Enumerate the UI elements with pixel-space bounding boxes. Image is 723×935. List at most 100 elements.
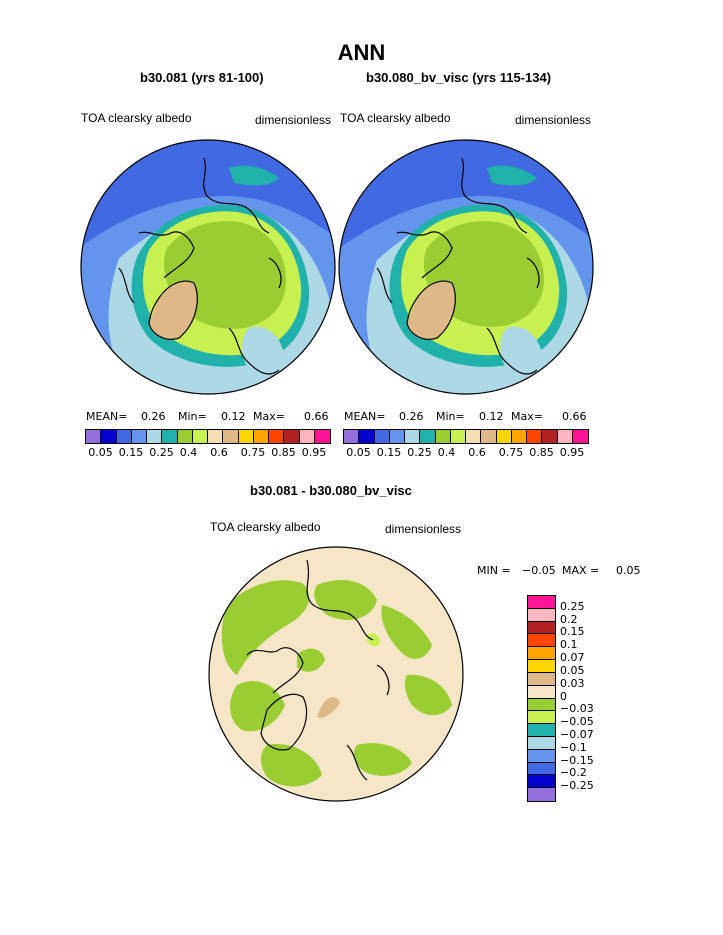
- colorbar-box: [528, 634, 555, 648]
- colorbar-tick-label: 0.15: [560, 625, 585, 639]
- colorbar-box: [528, 788, 555, 801]
- panel3-units-label: dimensionless: [385, 522, 462, 536]
- colorbar-box: [528, 672, 555, 686]
- colorbar-box: [528, 711, 555, 725]
- panel1-mean-label: MEAN=: [86, 410, 128, 423]
- panel1-case-title: b30.081 (yrs 81-100): [140, 70, 264, 85]
- colorbar-tick-label: 0.15: [376, 446, 402, 459]
- colorbar-box: [528, 749, 555, 763]
- panel2-mean-label: MEAN=: [344, 410, 386, 423]
- panel3-min-value: −0.05: [522, 564, 556, 577]
- colorbar-box: [101, 430, 117, 443]
- panel1-mean-value: 0.26: [141, 410, 166, 423]
- colorbar-box: [528, 762, 555, 776]
- colorbar-box: [208, 430, 224, 443]
- colorbar-box: [344, 430, 360, 443]
- colorbar-box: [528, 647, 555, 661]
- panel3-case-title: b30.081 - b30.080_bv_visc: [250, 483, 412, 498]
- panel3-variable-label: TOA clearsky albedo: [210, 520, 321, 534]
- colorbar-box: [162, 430, 178, 443]
- colorbar-box: [528, 775, 555, 789]
- colorbar-tick-label: −0.1: [560, 740, 587, 754]
- colorbar-box: [527, 430, 543, 443]
- panel2-colorbar: [343, 429, 589, 444]
- colorbar-tick-label: 0.95: [559, 446, 585, 459]
- colorbar-tick-label: −0.15: [560, 753, 594, 767]
- colorbar-box: [238, 430, 254, 443]
- panel1-units-label: dimensionless: [255, 113, 332, 127]
- colorbar-tick-label: 0.15: [118, 446, 144, 459]
- colorbar-tick-label: 0.2: [560, 612, 578, 626]
- colorbar-box: [511, 430, 527, 443]
- panel2-min-label: Min=: [436, 410, 465, 423]
- colorbar-tick-label: −0.2: [560, 766, 587, 780]
- panel2-units-label: dimensionless: [515, 113, 592, 127]
- colorbar-box: [253, 430, 269, 443]
- colorbar-tick-label: 0.05: [346, 446, 371, 459]
- colorbar-box: [389, 430, 405, 443]
- colorbar-box: [269, 430, 285, 443]
- panel1-max-value: 0.66: [304, 410, 329, 423]
- colorbar-tick-label: 0.05: [88, 446, 113, 459]
- colorbar-tick-label: 0.25: [560, 599, 585, 613]
- panel2-max-label: Max=: [511, 410, 543, 423]
- colorbar-tick-label: 0: [560, 689, 567, 703]
- panel1-min-label: Min=: [178, 410, 207, 423]
- colorbar-tick-label: 0.85: [271, 446, 296, 459]
- panel1-colorbar: [85, 429, 331, 444]
- colorbar-tick-label: −0.05: [560, 715, 594, 729]
- colorbar-tick-label: −0.07: [560, 727, 594, 741]
- colorbar-box: [147, 430, 163, 443]
- colorbar-box: [374, 430, 390, 443]
- colorbar-box: [528, 698, 555, 712]
- colorbar-box: [359, 430, 375, 443]
- panel2-case-title: b30.080_bv_visc (yrs 115-134): [366, 70, 552, 85]
- panel3-polar-map: [207, 545, 465, 803]
- colorbar-tick-label: 0.6: [468, 446, 486, 459]
- panel3-min-label: MIN =: [477, 564, 511, 577]
- colorbar-box: [481, 430, 497, 443]
- colorbar-tick-label: 0.95: [301, 446, 327, 459]
- colorbar-tick-label: 0.75: [240, 446, 266, 459]
- colorbar-tick-label: 0.4: [437, 446, 456, 459]
- colorbar-tick-label: 0.85: [529, 446, 554, 459]
- colorbar-box: [572, 430, 588, 443]
- colorbar-box: [528, 685, 555, 699]
- panel2-variable-label: TOA clearsky albedo: [340, 111, 451, 125]
- panel2-mean-value: 0.26: [399, 410, 424, 423]
- colorbar-box: [528, 724, 555, 737]
- colorbar-box: [284, 430, 300, 443]
- panel3-colorbar: [527, 595, 556, 802]
- colorbar-box: [528, 608, 555, 622]
- colorbar-box: [405, 430, 421, 443]
- panel3-colorbar-ticks: 0.25 0.2 0.15 0.1 0.07 0.05 0.03 0 −0.03 −0.05 −0.…: [560, 595, 620, 800]
- colorbar-box: [528, 621, 555, 635]
- colorbar-box: [435, 430, 451, 443]
- colorbar-box: [223, 430, 239, 443]
- colorbar-tick-label: 0.25: [407, 446, 432, 459]
- panel3-max-label: MAX =: [562, 564, 600, 577]
- colorbar-tick-label: 0.05: [560, 663, 585, 677]
- colorbar-box: [528, 736, 555, 750]
- colorbar-box: [192, 430, 208, 443]
- panel1-min-value: 0.12: [221, 410, 246, 423]
- colorbar-tick-label: 0.75: [498, 446, 524, 459]
- colorbar-tick-label: 0.25: [149, 446, 174, 459]
- colorbar-box: [466, 430, 482, 443]
- colorbar-tick-label: −0.03: [560, 702, 594, 716]
- colorbar-tick-label: −0.25: [560, 779, 594, 793]
- colorbar-box: [528, 660, 555, 673]
- panel2-min-value: 0.12: [479, 410, 504, 423]
- panel1-variable-label: TOA clearsky albedo: [81, 111, 192, 125]
- colorbar-box: [177, 430, 193, 443]
- colorbar-tick-label: 0.4: [179, 446, 198, 459]
- colorbar-tick-label: 0.1: [560, 638, 578, 652]
- colorbar-tick-label: 0.07: [560, 651, 585, 665]
- colorbar-box: [450, 430, 466, 443]
- panel2-polar-map: [337, 138, 595, 396]
- colorbar-box: [420, 430, 436, 443]
- season-title: ANN: [337, 40, 386, 65]
- colorbar-box: [557, 430, 573, 443]
- panel1-colorbar-ticks: 0.05 0.15 0.25 0.4 0.6 0.75 0.85 0.95: [85, 446, 329, 460]
- panel1-max-label: Max=: [253, 410, 285, 423]
